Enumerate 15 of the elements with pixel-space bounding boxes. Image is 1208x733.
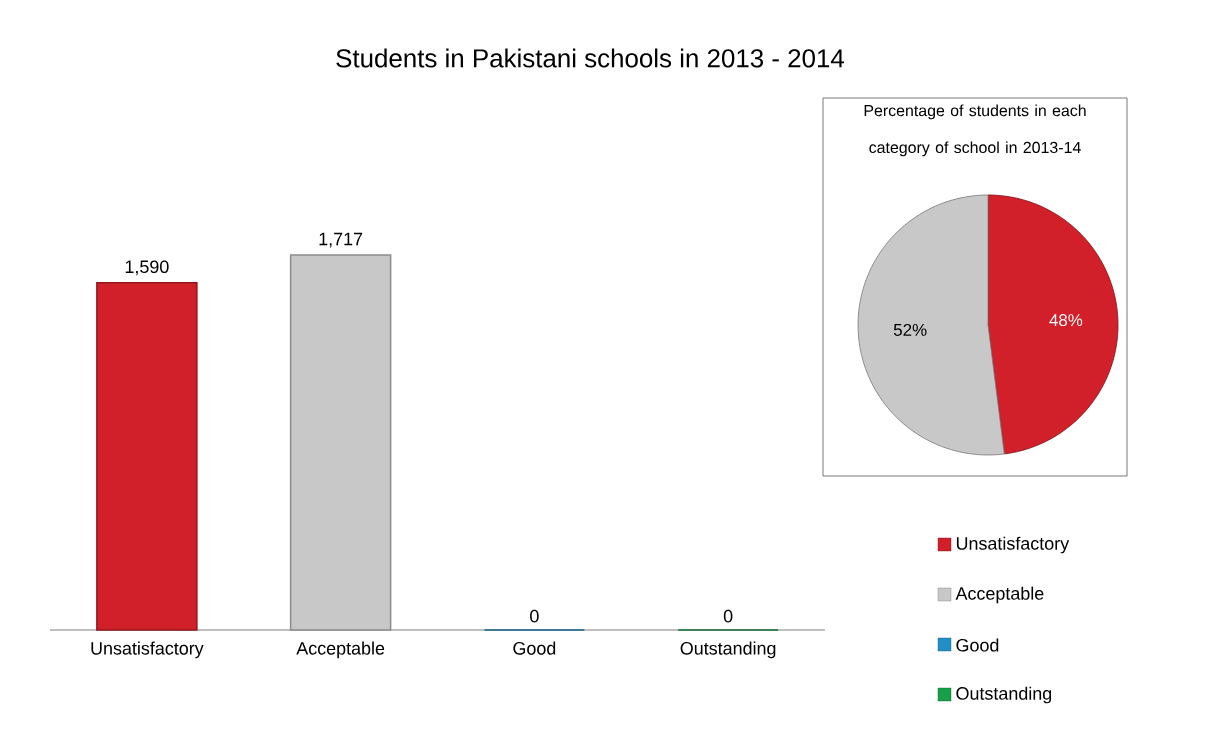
data-label: 52% [893, 323, 927, 336]
legend-label: Unsatisfactory [956, 536, 1070, 554]
x-tick-label: Acceptable [296, 641, 385, 659]
data-label: 1,717 [319, 232, 363, 248]
data-label: 48% [1049, 314, 1083, 327]
data-label: 0 [530, 609, 539, 623]
chart-title: Students in Pakistani schools in 2013 - 2014 [336, 48, 845, 68]
legend-label: Outstanding [956, 686, 1052, 704]
x-tick-label: Outstanding [680, 641, 776, 659]
x-tick-label: Good [513, 641, 556, 655]
chart-title: Percentage of students in each category of school in 2013-14 [864, 104, 1086, 157]
x-tick-label: Unsatisfactory [91, 641, 204, 659]
data-label: 1,590 [125, 260, 169, 276]
legend-label: Acceptable [955, 586, 1044, 604]
data-label: 0 [723, 609, 733, 623]
